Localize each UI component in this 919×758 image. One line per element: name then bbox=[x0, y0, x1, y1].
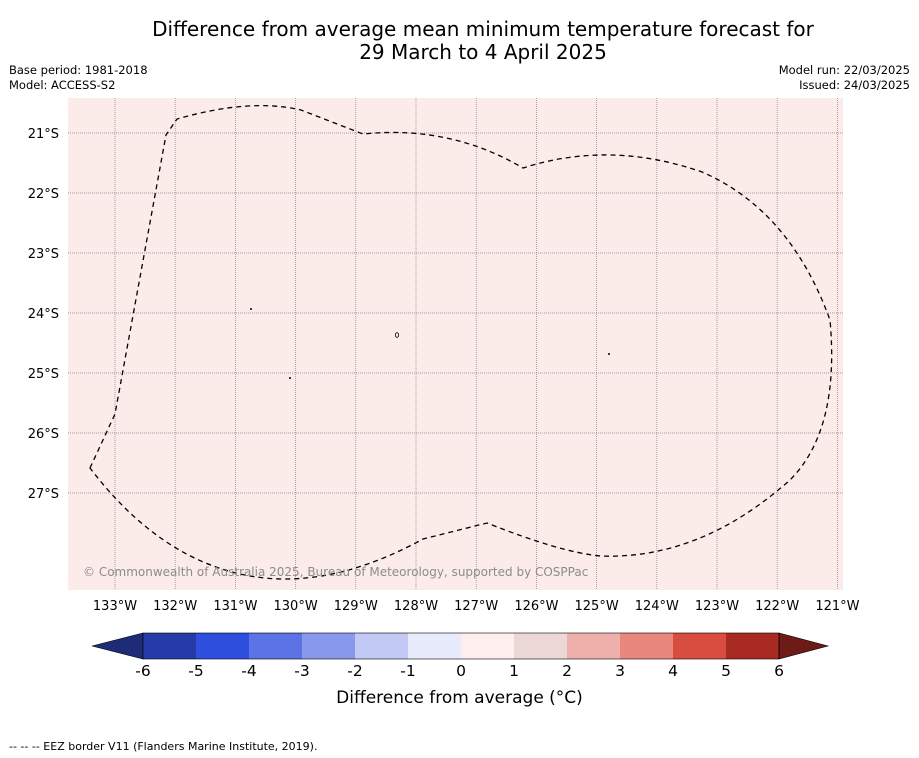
colorbar-segment bbox=[673, 633, 726, 659]
graticule bbox=[68, 98, 843, 590]
colorbar-over-arrow bbox=[778, 632, 830, 660]
colorbar-tick-label: 3 bbox=[615, 662, 625, 680]
latitude-label: 23°S bbox=[28, 247, 59, 262]
longitude-label: 130°W bbox=[274, 599, 318, 614]
colorbar-tick-label: 2 bbox=[562, 662, 572, 680]
colorbar-labels: -6 -5 -4 -3 -2 -1 0 1 2 3 4 5 6 bbox=[135, 662, 784, 680]
longitude-label: 123°W bbox=[695, 599, 739, 614]
colorbar-tick-label: 4 bbox=[668, 662, 678, 680]
colorbar-tick-label: 5 bbox=[721, 662, 731, 680]
latitude-labels: 21°S 22°S 23°S 24°S 25°S 26°S 27°S bbox=[28, 127, 59, 502]
map-panel: 21°S22°S23°S24°S25°S26°S27°S 133°W 132°W 1… bbox=[28, 98, 860, 614]
longitude-label: 125°W bbox=[575, 599, 619, 614]
colorbar-title: Difference from average (°C) bbox=[336, 688, 583, 708]
latitude-label: 21°S bbox=[28, 127, 59, 142]
colorbar-tick-label: 6 bbox=[774, 662, 784, 680]
colorbar-tick-label: 0 bbox=[456, 662, 466, 680]
longitude-label: 132°W bbox=[153, 599, 197, 614]
model-text: Model: ACCESS-S2 bbox=[9, 78, 116, 92]
longitude-labels: 133°W 132°W 131°W 130°W 129°W 128°W 127°W 126°W… bbox=[93, 599, 860, 614]
longitude-label: 121°W bbox=[815, 599, 859, 614]
longitude-label: 133°W bbox=[93, 599, 137, 614]
colorbar-outline bbox=[142, 632, 780, 660]
latitude-label: 22°S bbox=[28, 187, 59, 202]
map-title-line2: 29 March to 4 April 2025 bbox=[359, 40, 607, 64]
colorbar-tick-label: -3 bbox=[294, 662, 309, 680]
longitude-label: 122°W bbox=[755, 599, 799, 614]
longitude-label: 128°W bbox=[394, 599, 438, 614]
colorbar-tick-label: 1 bbox=[509, 662, 519, 680]
colorbar-segment bbox=[567, 633, 620, 659]
colorbar-segment bbox=[514, 633, 567, 659]
eez-border bbox=[89, 105, 833, 580]
latitude-label: 26°S bbox=[28, 427, 59, 442]
colorbar-segment bbox=[726, 633, 779, 659]
island-marker bbox=[394, 332, 399, 338]
colorbar-segment bbox=[196, 633, 249, 659]
base-period-text: Base period: 1981-2018 bbox=[9, 63, 148, 77]
map-title: Difference from average mean minimum tem… bbox=[0, 18, 919, 64]
colorbar-tick-label: -5 bbox=[188, 662, 203, 680]
colorbar-tick-label: -4 bbox=[241, 662, 256, 680]
colorbar-tick-label: -2 bbox=[347, 662, 362, 680]
colorbar-segments bbox=[91, 632, 830, 660]
meta-left: Base period: 1981-2018 Model: ACCESS-S2 bbox=[9, 63, 148, 93]
island-marker bbox=[608, 353, 610, 355]
longitude-label: 126°W bbox=[514, 599, 558, 614]
colorbar-tick-label: -6 bbox=[135, 662, 150, 680]
meta-right: Model run: 22/03/2025 Issued: 24/03/2025 bbox=[779, 63, 910, 93]
colorbar-under-arrow bbox=[91, 632, 144, 660]
longitude-label: 129°W bbox=[334, 599, 378, 614]
colorbar-segment bbox=[620, 633, 673, 659]
colorbar-segment bbox=[461, 633, 514, 659]
latitude-label: 25°S bbox=[28, 367, 59, 382]
map-title-line1: Difference from average mean minimum tem… bbox=[152, 17, 814, 41]
island-marker bbox=[289, 377, 291, 379]
colorbar-segment bbox=[143, 633, 196, 659]
latitude-label: 24°S bbox=[28, 307, 59, 322]
colorbar-segment bbox=[302, 633, 355, 659]
island-marker bbox=[250, 308, 252, 310]
eez-legend-note: -- -- -- EEZ border V11 (Flanders Marine… bbox=[9, 740, 318, 753]
colorbar-segment bbox=[355, 633, 408, 659]
colorbar-segment bbox=[408, 633, 461, 659]
issued-text: Issued: 24/03/2025 bbox=[799, 78, 910, 92]
colorbar: -6 -5 -4 -3 -2 -1 0 1 2 3 4 5 6 bbox=[91, 632, 830, 680]
longitude-label: 124°W bbox=[635, 599, 679, 614]
colorbar-tick-label: -1 bbox=[400, 662, 415, 680]
longitude-label: 127°W bbox=[454, 599, 498, 614]
map-background bbox=[68, 98, 843, 590]
longitude-label: 131°W bbox=[213, 599, 257, 614]
copyright-text: © Commonwealth of Australia 2025, Bureau… bbox=[83, 565, 589, 579]
latitude-label: 27°S bbox=[28, 487, 59, 502]
colorbar-segment bbox=[249, 633, 302, 659]
model-run-text: Model run: 22/03/2025 bbox=[778, 63, 910, 77]
